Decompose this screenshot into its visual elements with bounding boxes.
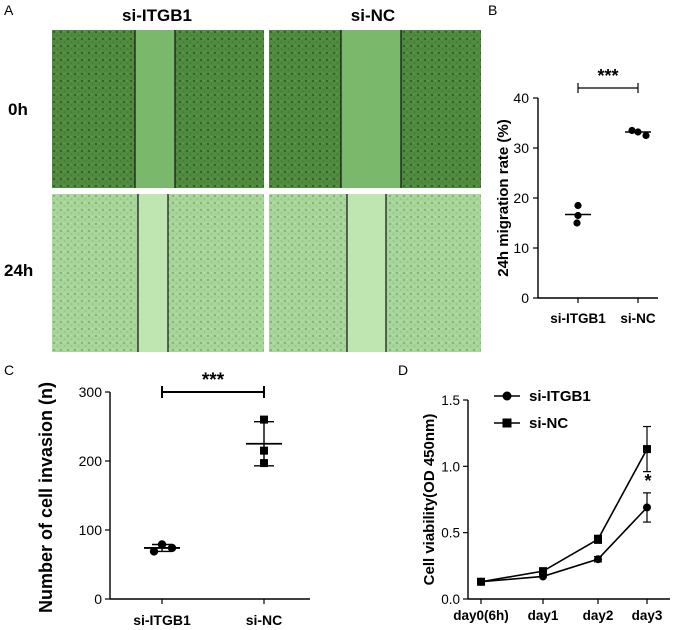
y-tick-label: 40 [513, 90, 529, 106]
y-tick-label: 1.5 [441, 393, 460, 408]
chart-panel-b: 0 10 20 30 40 si-ITGB1 si-NC 24h migration rate… [495, 66, 658, 326]
x-tick-label: si-NC [620, 311, 656, 326]
x-tick-label: day1 [528, 608, 559, 623]
x-tick-label: day3 [632, 608, 663, 623]
data-point [642, 131, 650, 140]
legend-label: si-NC [529, 415, 568, 432]
micrograph-si-itgb1-0h [52, 30, 264, 188]
y-tick-label: 200 [79, 453, 103, 469]
y-tick-label: 0 [94, 591, 102, 607]
row-title-24h: 24h [4, 261, 34, 280]
y-axis-label: Cell viability(OD 450nm) [421, 414, 438, 586]
legend-marker [502, 391, 512, 401]
series-line-si-nc [480, 448, 648, 583]
panel-d-letter: D [398, 362, 409, 378]
y-tick-label: 0.5 [441, 526, 460, 541]
column-title-si-nc: si-NC [350, 6, 396, 25]
panel-b-letter: B [488, 2, 498, 18]
significance-label: * [644, 471, 651, 491]
row-title-0h: 0h [8, 100, 28, 119]
y-axis-label: Number of cell invasion (n) [36, 382, 56, 613]
series-line-si-itgb1 [480, 506, 648, 583]
legend-label: si-ITGB1 [529, 388, 591, 405]
y-tick-label: 1.0 [441, 459, 460, 474]
micrograph-si-itgb1-24h [52, 194, 264, 352]
data-point [643, 445, 651, 454]
legend-marker [502, 418, 512, 428]
y-tick-label: 300 [79, 384, 103, 400]
significance-label: *** [202, 370, 225, 391]
data-point [260, 459, 268, 468]
data-point [643, 503, 651, 512]
chart-panel-d: 0.0 0.5 1.0 1.5 day0(6h) day1 day2 day3 si-ITGB1… [421, 388, 670, 623]
data-point [477, 577, 485, 586]
micrograph-si-nc-24h [269, 194, 481, 352]
data-point [574, 211, 582, 220]
panel-a-letter: A [4, 2, 14, 18]
x-tick-label: si-ITGB1 [133, 612, 191, 628]
significance-label: *** [597, 66, 618, 86]
data-point [157, 540, 167, 549]
data-point [149, 547, 159, 556]
data-point [573, 219, 581, 227]
data-point [167, 543, 177, 553]
data-point [594, 535, 602, 544]
data-point [539, 567, 547, 576]
y-tick-label: 100 [79, 522, 103, 538]
y-tick-label: 0.0 [441, 592, 460, 607]
column-title-si-itgb1: si-ITGB1 [122, 6, 192, 25]
data-point [628, 126, 636, 135]
y-tick-label: 0 [521, 290, 529, 306]
x-tick-label: day0(6h) [453, 608, 509, 623]
data-point [594, 555, 602, 564]
chart-panel-c: 0 100 200 300 si-ITGB1 si-NC Number of cell in… [36, 370, 310, 628]
y-axis-label: 24h migration rate (%) [495, 119, 512, 277]
data-point [574, 201, 582, 210]
y-tick-label: 30 [513, 140, 529, 156]
data-point [260, 415, 268, 424]
panel-c-letter: C [4, 362, 15, 378]
y-tick-label: 10 [513, 240, 529, 256]
x-tick-label: day2 [583, 608, 614, 623]
micrograph-si-nc-0h [269, 30, 481, 188]
x-tick-label: si-NC [246, 612, 283, 628]
y-tick-label: 20 [513, 190, 529, 206]
x-tick-label: si-ITGB1 [550, 311, 606, 326]
data-point [260, 446, 268, 455]
